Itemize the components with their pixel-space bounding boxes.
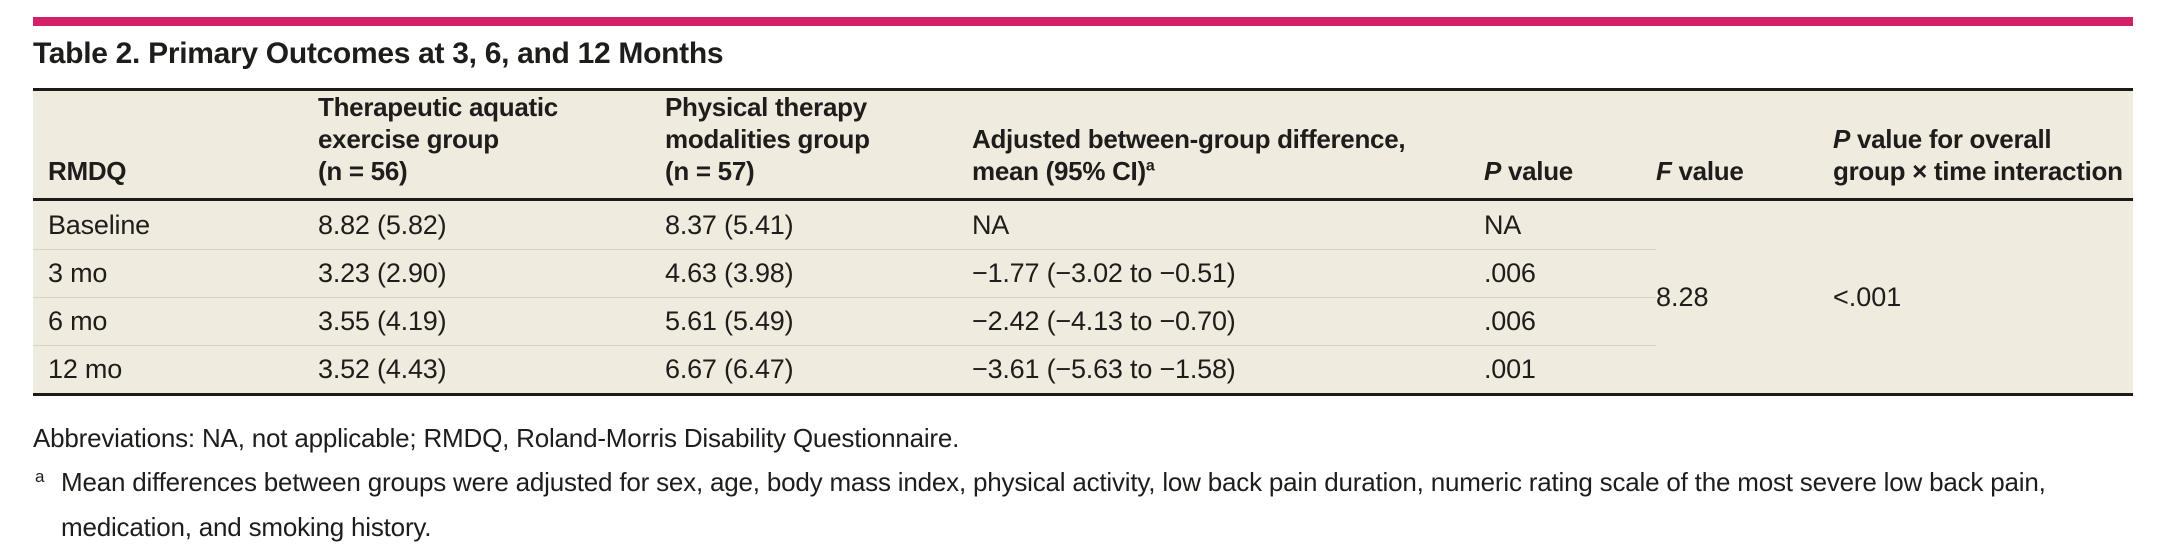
- row-label-6mo: 6 mo: [33, 297, 318, 345]
- header-f-value: F value: [1656, 156, 1744, 186]
- accent-bar: [33, 17, 2133, 26]
- cell-baseline-aquatic: 8.82 (5.82): [318, 209, 447, 240]
- cell-f-value: 8.28: [1656, 281, 1709, 312]
- cell-overall-p-value: <.001: [1833, 281, 1902, 312]
- cell-baseline-p: NA: [1484, 209, 1522, 240]
- header-adjusted-difference: Adjusted between-group difference, mean …: [972, 124, 1406, 186]
- cell-3mo-diff: −1.77 (−3.02 to −0.51): [972, 249, 1484, 297]
- footnotes: Abbreviations: NA, not applicable; RMDQ,…: [33, 418, 2133, 550]
- header-pt-group: Physical therapy modalities group (n = 5…: [665, 92, 870, 186]
- footnote-ref-a: a: [1145, 157, 1155, 175]
- cell-12mo-diff: −3.61 (−5.63 to −1.58): [972, 345, 1484, 393]
- table-header-row: RMDQ Therapeutic aquatic exercise group …: [33, 88, 2133, 201]
- abbreviations-note: Abbreviations: NA, not applicable; RMDQ,…: [33, 423, 960, 453]
- cell-12mo-pt: 6.67 (6.47): [665, 345, 972, 393]
- row-label-12mo: 12 mo: [33, 345, 318, 393]
- outcomes-table: RMDQ Therapeutic aquatic exercise group …: [33, 88, 2133, 396]
- cell-6mo-diff: −2.42 (−4.13 to −0.70): [972, 297, 1484, 345]
- page-container: Table 2. Primary Outcomes at 3, 6, and 1…: [33, 0, 2133, 550]
- header-rmdq: RMDQ: [48, 156, 127, 186]
- header-aquatic-group: Therapeutic aquatic exercise group (n = …: [318, 92, 558, 186]
- row-label-3mo: 3 mo: [33, 249, 318, 297]
- table-title: Table 2. Primary Outcomes at 3, 6, and 1…: [33, 37, 724, 70]
- cell-6mo-aquatic: 3.55 (4.19): [318, 297, 665, 345]
- header-p-value: P value: [1484, 156, 1573, 186]
- cell-3mo-aquatic: 3.23 (2.90): [318, 249, 665, 297]
- cell-12mo-p: .001: [1484, 345, 1656, 393]
- header-overall-interaction: P value for overall group × time interac…: [1833, 124, 2123, 186]
- cell-baseline-diff: NA: [972, 209, 1010, 240]
- cell-3mo-p: .006: [1484, 249, 1656, 297]
- cell-baseline-pt: 8.37 (5.41): [665, 209, 794, 240]
- cell-12mo-aquatic: 3.52 (4.43): [318, 345, 665, 393]
- cell-6mo-p: .006: [1484, 297, 1656, 345]
- cell-3mo-pt: 4.63 (3.98): [665, 249, 972, 297]
- footnote-a-marker: a: [35, 467, 45, 486]
- cell-6mo-pt: 5.61 (5.49): [665, 297, 972, 345]
- table-body: Baseline 8.82 (5.82) 8.37 (5.41) NA NA 8…: [33, 201, 2133, 396]
- row-label-baseline: Baseline: [48, 209, 150, 240]
- footnote-a: a Mean differences between groups were a…: [33, 460, 2133, 550]
